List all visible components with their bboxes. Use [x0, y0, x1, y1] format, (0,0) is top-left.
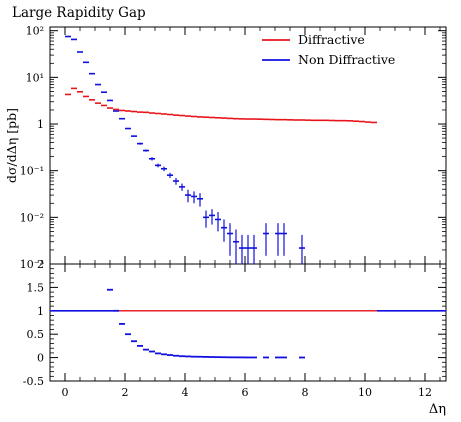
ratio-layer: [50, 288, 446, 359]
ratio-plot-frame: [49, 263, 447, 382]
y-tick-label: 1: [37, 118, 44, 131]
y-tick-label: 10⁻²: [20, 211, 44, 224]
x-tick-label: 8: [302, 386, 309, 399]
ratio-tick-label: 0: [37, 352, 44, 365]
y-tick-label: 10¹: [26, 71, 44, 84]
ratio-y-ticks: -0.5 0 0.5 1 1.5 2: [23, 258, 446, 388]
ratio-tick-label: -0.5: [23, 375, 44, 388]
x-tick-label: 6: [242, 386, 249, 399]
y-tick-label: 10²: [26, 25, 44, 38]
y-tick-label: 10⁻³: [20, 258, 44, 271]
ratio-tick-label: 1.5: [27, 281, 45, 294]
chart-title: Large Rapidity Gap: [12, 5, 146, 21]
legend-label: Diffractive: [298, 32, 365, 47]
series-layer: [65, 35, 377, 264]
x-tick-label: 2: [122, 386, 129, 399]
y-axis-label: dσ/dΔη [pb]: [4, 108, 19, 183]
ratio-tick-label: 2: [37, 258, 44, 271]
x-axis-label: Δη: [429, 402, 446, 417]
ratio-non-diffractive: [107, 288, 305, 359]
series-non-diffractive: [65, 35, 305, 264]
x-tick-label: 12: [418, 386, 432, 399]
x-tick-label: 0: [62, 386, 69, 399]
x-tick-label: 10: [358, 386, 372, 399]
ratio-plot-border: [49, 263, 447, 382]
y-tick-label: 10⁻¹: [20, 165, 44, 178]
series-diffractive: [65, 87, 377, 124]
ratio-tick-label: 1: [37, 305, 44, 318]
x-tick-label: 4: [182, 386, 189, 399]
x-ticks: 0 2 4 6 8 10 12: [49, 27, 441, 399]
legend: Diffractive Non Diffractive: [262, 32, 395, 67]
legend-label: Non Diffractive: [298, 52, 395, 67]
main-y-ticks: 10² 10¹ 1 10⁻¹ 10⁻² 10⁻³: [20, 25, 446, 271]
ratio-tick-label: 0.5: [27, 328, 45, 341]
